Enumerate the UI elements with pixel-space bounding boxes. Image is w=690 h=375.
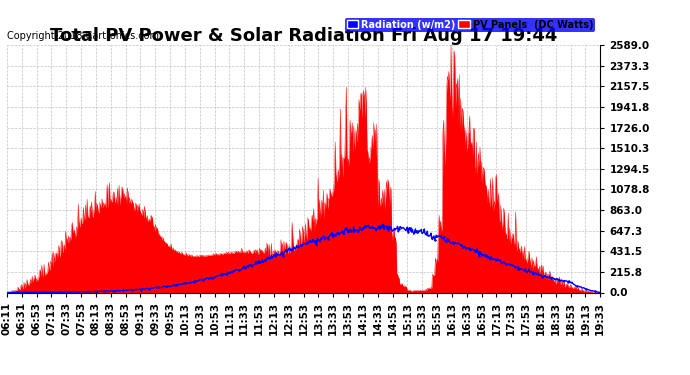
Text: Copyright 2018 Cartronics.com: Copyright 2018 Cartronics.com bbox=[7, 32, 159, 41]
Legend: Radiation (w/m2), PV Panels  (DC Watts): Radiation (w/m2), PV Panels (DC Watts) bbox=[344, 18, 595, 32]
Title: Total PV Power & Solar Radiation Fri Aug 17 19:44: Total PV Power & Solar Radiation Fri Aug… bbox=[50, 27, 558, 45]
